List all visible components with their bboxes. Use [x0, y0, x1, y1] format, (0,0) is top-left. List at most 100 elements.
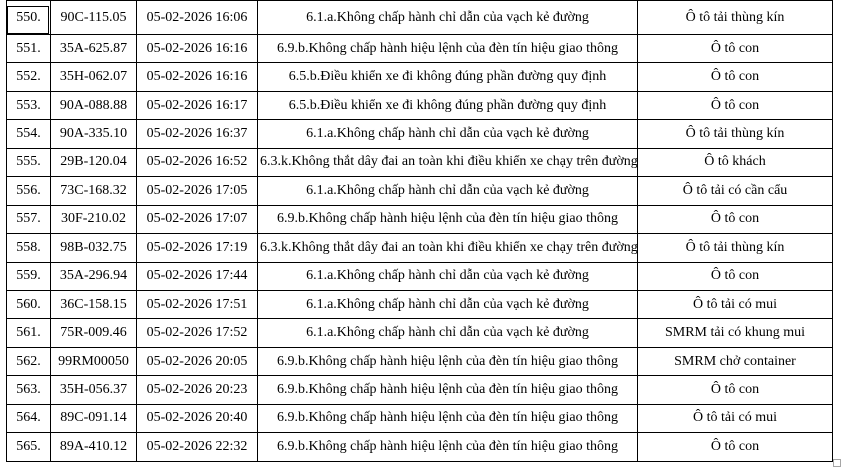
table-row: 564. 89C-091.14 05-02-2026 20:40 6.9.b.Khôn…	[6, 403, 833, 434]
cell-vehicle-type: Ô tô khách	[637, 147, 833, 178]
table-row: 555. 29B-120.04 05-02-2026 16:52 6.3.k.Khôn…	[6, 147, 833, 178]
cell-vehicle-type: Ô tô tải thùng kín	[637, 119, 833, 149]
table-row: 561. 75R-009.46 05-02-2026 17:52 6.1.a.Khôn…	[6, 318, 833, 348]
cell-license-plate: 89A-410.12	[50, 432, 137, 462]
table-row: 563. 35H-056.37 05-02-2026 20:23 6.9.b.Khôn…	[6, 375, 833, 405]
cell-row-number: 557.	[6, 204, 51, 235]
cell-vehicle-type: SMRM tải có khung mui	[637, 318, 833, 348]
cell-datetime: 05-02-2026 20:40	[136, 403, 258, 434]
cell-vehicle-type: Ô tô con	[637, 90, 833, 121]
cell-violation-description: 6.1.a.Không chấp hành chỉ dẫn của vạch k…	[257, 261, 638, 291]
table-row: 558. 98B-032.75 05-02-2026 17:19 6.3.k.Khôn…	[6, 233, 833, 263]
cell-vehicle-type: Ô tô tải có cần cẩu	[637, 176, 833, 206]
violations-table-body: 550. 90C-115.05 05-02-2026 16:06 6.1.a.Khôn…	[6, 0, 833, 462]
cell-license-plate: 35H-062.07	[50, 62, 137, 92]
cell-row-number: 562.	[6, 346, 51, 377]
cell-vehicle-type: Ô tô tải có mui	[637, 289, 833, 320]
cell-row-number: 550.	[6, 0, 51, 35]
cell-datetime: 05-02-2026 17:51	[136, 289, 258, 320]
table-row: 551. 35A-625.87 05-02-2026 16:16 6.9.b.Khôn…	[6, 33, 833, 64]
cell-vehicle-type: Ô tô tải thùng kín	[637, 0, 833, 35]
cell-license-plate: 90A-088.88	[50, 90, 137, 121]
cell-row-number: 564.	[6, 403, 51, 434]
cell-violation-description: 6.3.k.Không thắt dây đai an toàn khi điề…	[257, 147, 638, 178]
cell-datetime: 05-02-2026 16:16	[136, 62, 258, 92]
cell-license-plate: 35A-296.94	[50, 261, 137, 291]
cell-violation-description: 6.5.b.Điều khiển xe đi không đúng phần đ…	[257, 90, 638, 121]
cell-row-number: 565.	[6, 432, 51, 462]
cell-row-number: 555.	[6, 147, 51, 178]
table-row: 552. 35H-062.07 05-02-2026 16:16 6.5.b.Điều…	[6, 62, 833, 92]
table-row: 562. 99RM00050 05-02-2026 20:05 6.9.b.Không…	[6, 346, 833, 377]
cell-violation-description: 6.9.b.Không chấp hành hiệu lệnh của đèn …	[257, 204, 638, 235]
table-row: 559. 35A-296.94 05-02-2026 17:44 6.1.a.Khôn…	[6, 261, 833, 291]
cell-vehicle-type: Ô tô con	[637, 261, 833, 291]
cell-vehicle-type: SMRM chở container	[637, 346, 833, 377]
cell-row-number: 559.	[6, 261, 51, 291]
cell-datetime: 05-02-2026 16:52	[136, 147, 258, 178]
cell-vehicle-type: Ô tô con	[637, 33, 833, 64]
cell-datetime: 05-02-2026 16:17	[136, 90, 258, 121]
cell-datetime: 05-02-2026 16:37	[136, 119, 258, 149]
table-row: 560. 36C-158.15 05-02-2026 17:51 6.1.a.Khôn…	[6, 289, 833, 320]
cell-license-plate: 35H-056.37	[50, 375, 137, 405]
cell-violation-description: 6.5.b.Điều khiển xe đi không đúng phần đ…	[257, 62, 638, 92]
table-row: 557. 30F-210.02 05-02-2026 17:07 6.9.b.Khôn…	[6, 204, 833, 235]
cell-violation-description: 6.9.b.Không chấp hành hiệu lệnh của đèn …	[257, 375, 638, 405]
cell-row-number: 561.	[6, 318, 51, 348]
cell-violation-description: 6.1.a.Không chấp hành chỉ dẫn của vạch k…	[257, 119, 638, 149]
cell-license-plate: 73C-168.32	[50, 176, 137, 206]
cell-violation-description: 6.9.b.Không chấp hành hiệu lệnh của đèn …	[257, 432, 638, 462]
cell-datetime: 05-02-2026 17:07	[136, 204, 258, 235]
cell-license-plate: 89C-091.14	[50, 403, 137, 434]
cell-vehicle-type: Ô tô con	[637, 432, 833, 462]
table-row: 556. 73C-168.32 05-02-2026 17:05 6.1.a.Khôn…	[6, 176, 833, 206]
cell-row-number: 552.	[6, 62, 51, 92]
cell-license-plate: 75R-009.46	[50, 318, 137, 348]
cell-row-number: 563.	[6, 375, 51, 405]
cell-datetime: 05-02-2026 17:19	[136, 233, 258, 263]
cell-license-plate: 30F-210.02	[50, 204, 137, 235]
cell-datetime: 05-02-2026 17:52	[136, 318, 258, 348]
cell-vehicle-type: Ô tô con	[637, 375, 833, 405]
table-resize-handle[interactable]	[833, 459, 841, 467]
cell-violation-description: 6.9.b.Không chấp hành hiệu lệnh của đèn …	[257, 346, 638, 377]
cell-row-number: 551.	[6, 33, 51, 64]
table-row: 565. 89A-410.12 05-02-2026 22:32 6.9.b.Khôn…	[6, 432, 833, 462]
cell-violation-description: 6.9.b.Không chấp hành hiệu lệnh của đèn …	[257, 403, 638, 434]
cell-license-plate: 29B-120.04	[50, 147, 137, 178]
cell-license-plate: 35A-625.87	[50, 33, 137, 64]
cell-row-number: 558.	[6, 233, 51, 263]
cell-datetime: 05-02-2026 22:32	[136, 432, 258, 462]
cell-datetime: 05-02-2026 17:05	[136, 176, 258, 206]
cell-license-plate: 90A-335.10	[50, 119, 137, 149]
cell-datetime: 05-02-2026 16:16	[136, 33, 258, 64]
cell-license-plate: 99RM00050	[50, 346, 137, 377]
cell-datetime: 05-02-2026 20:23	[136, 375, 258, 405]
cell-license-plate: 98B-032.75	[50, 233, 137, 263]
cell-vehicle-type: Ô tô con	[637, 62, 833, 92]
table-row: 553. 90A-088.88 05-02-2026 16:17 6.5.b.Điều…	[6, 90, 833, 121]
cell-violation-description: 6.1.a.Không chấp hành chỉ dẫn của vạch k…	[257, 0, 638, 35]
cell-row-number: 554.	[6, 119, 51, 149]
violations-table: 550. 90C-115.05 05-02-2026 16:06 6.1.a.Khôn…	[6, 0, 833, 462]
cell-vehicle-type: Ô tô tải có mui	[637, 403, 833, 434]
table-row: 554. 90A-335.10 05-02-2026 16:37 6.1.a.Khôn…	[6, 119, 833, 149]
cell-row-number: 560.	[6, 289, 51, 320]
cell-row-number: 556.	[6, 176, 51, 206]
cell-violation-description: 6.1.a.Không chấp hành chỉ dẫn của vạch k…	[257, 318, 638, 348]
table-row: 550. 90C-115.05 05-02-2026 16:06 6.1.a.Khôn…	[6, 0, 833, 35]
cell-violation-description: 6.1.a.Không chấp hành chỉ dẫn của vạch k…	[257, 289, 638, 320]
cell-datetime: 05-02-2026 20:05	[136, 346, 258, 377]
cell-datetime: 05-02-2026 16:06	[136, 0, 258, 35]
cell-license-plate: 90C-115.05	[50, 0, 137, 35]
cell-vehicle-type: Ô tô tải thùng kín	[637, 233, 833, 263]
cell-violation-description: 6.3.k.Không thắt dây đai an toàn khi điề…	[257, 233, 638, 263]
cell-violation-description: 6.1.a.Không chấp hành chỉ dẫn của vạch k…	[257, 176, 638, 206]
cell-datetime: 05-02-2026 17:44	[136, 261, 258, 291]
cell-violation-description: 6.9.b.Không chấp hành hiệu lệnh của đèn …	[257, 33, 638, 64]
cell-license-plate: 36C-158.15	[50, 289, 137, 320]
cell-row-number: 553.	[6, 90, 51, 121]
cell-vehicle-type: Ô tô con	[637, 204, 833, 235]
